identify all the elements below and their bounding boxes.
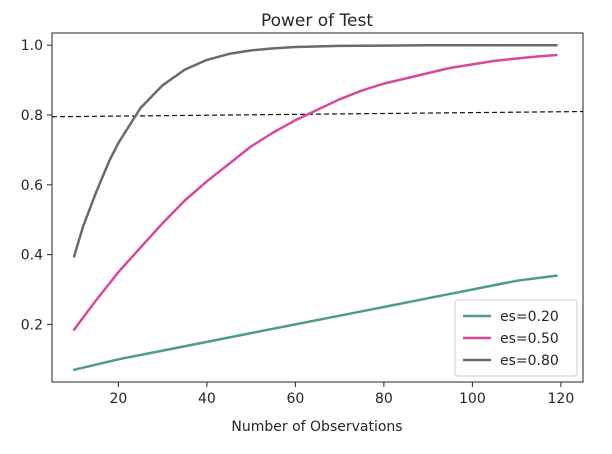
series-line-es-0-50: [72, 53, 558, 331]
series-line-es-0-20: [72, 274, 558, 372]
x-tick-label: 40: [198, 391, 216, 407]
x-tick-label: 80: [375, 391, 393, 407]
series-line-es-0-80: [72, 43, 558, 258]
y-tick-label: 0.4: [21, 248, 43, 264]
y-tick-label: 0.6: [21, 178, 43, 194]
legend-box: [454, 299, 578, 377]
legend: es=0.20 es=0.50 es=0.80: [454, 299, 578, 377]
x-tick-label: 60: [286, 391, 304, 407]
y-tick-label: 0.8: [21, 108, 43, 124]
legend-label: es=0.80: [500, 353, 559, 369]
chart-title: Power of Test: [261, 11, 373, 31]
y-tick-label: 0.2: [21, 317, 43, 333]
x-axis-label: Number of Observations: [231, 419, 402, 435]
legend-label: es=0.20: [500, 309, 559, 325]
x-tick-label: 120: [548, 391, 575, 407]
reference-line-dashed: [51, 110, 584, 118]
legend-label: es=0.50: [500, 331, 559, 347]
y-tick-label: 1.0: [21, 38, 43, 54]
x-tick-label: 100: [459, 391, 486, 407]
x-tick-label: 20: [109, 391, 127, 407]
